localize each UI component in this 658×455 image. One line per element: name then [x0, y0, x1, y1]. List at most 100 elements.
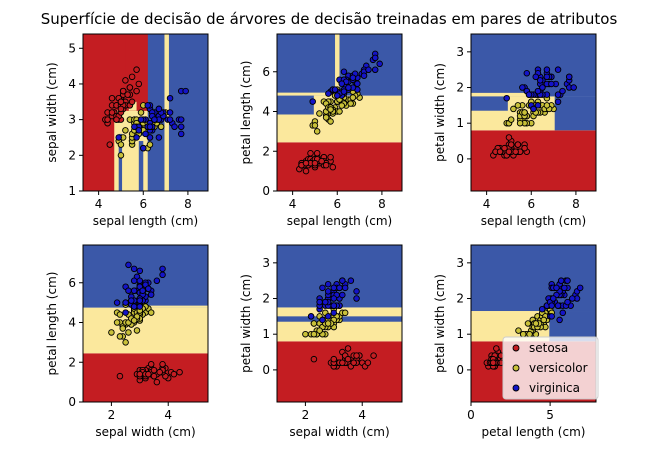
- point-setosa: [364, 359, 372, 367]
- point-versicolor: [146, 141, 154, 148]
- point-setosa: [116, 372, 124, 380]
- point-versicolor: [327, 106, 334, 113]
- x-tick-label: 8: [184, 197, 192, 211]
- point-versicolor: [147, 309, 155, 316]
- y-tick-label: 2: [262, 144, 270, 158]
- legend-box: [502, 336, 599, 400]
- x-tick-label: 4: [289, 197, 297, 211]
- point-virginica: [534, 87, 542, 95]
- point-setosa: [147, 360, 155, 368]
- point-virginica: [177, 130, 185, 138]
- point-virginica: [177, 123, 185, 131]
- figure-title: Superfície de decisão de árvores de deci…: [41, 10, 618, 28]
- point-versicolor: [526, 330, 533, 338]
- point-versicolor: [516, 119, 524, 127]
- point-virginica: [145, 285, 152, 292]
- point-setosa: [311, 159, 319, 167]
- point-versicolor: [324, 320, 332, 327]
- point-versicolor: [510, 105, 517, 113]
- point-setosa: [128, 98, 136, 106]
- point-virginica: [130, 265, 138, 273]
- point-setosa: [350, 359, 357, 367]
- x-tick-label: 2: [108, 408, 116, 422]
- legend-label-versicolor: versicolor: [529, 361, 588, 375]
- point-virginica: [523, 69, 531, 77]
- y-tick-label: 2: [68, 148, 76, 162]
- legend-label-virginica: virginica: [529, 381, 580, 395]
- y-tick-label: 2: [68, 355, 76, 369]
- y-tick-label: 0: [262, 363, 270, 377]
- x-axis-label: sepal length (cm): [481, 214, 586, 228]
- point-virginica: [130, 277, 138, 285]
- point-virginica: [324, 313, 332, 320]
- point-virginica: [147, 291, 155, 298]
- point-setosa: [344, 345, 352, 352]
- point-virginica: [319, 316, 326, 324]
- point-virginica: [130, 287, 138, 294]
- point-virginica: [576, 284, 584, 292]
- point-versicolor: [313, 128, 321, 135]
- point-virginica: [340, 88, 348, 95]
- point-setosa: [117, 98, 125, 106]
- region-virginica: [471, 34, 596, 97]
- point-versicolor: [349, 94, 357, 101]
- point-versicolor: [310, 330, 318, 338]
- point-virginica: [146, 134, 154, 141]
- point-setosa: [514, 141, 522, 148]
- x-axis-label: petal length (cm): [482, 425, 586, 439]
- y-axis-label: petal length (cm): [45, 272, 59, 376]
- region-virginica: [471, 96, 508, 111]
- point-versicolor: [347, 100, 354, 107]
- x-axis-label: sepal width (cm): [289, 425, 389, 439]
- point-virginica: [543, 73, 551, 81]
- point-virginica: [339, 291, 346, 299]
- point-setosa: [512, 148, 519, 155]
- point-virginica: [353, 288, 360, 295]
- point-virginica: [349, 74, 357, 81]
- point-virginica: [525, 91, 533, 98]
- point-virginica: [151, 116, 158, 123]
- point-virginica: [130, 303, 138, 310]
- point-versicolor: [122, 127, 129, 134]
- point-virginica: [128, 297, 135, 304]
- point-virginica: [309, 98, 316, 105]
- x-tick-label: 6: [527, 197, 535, 211]
- panel-2: 4 6 8 0 2 4 6 sepal length (cm) petal length (cm…: [239, 33, 403, 228]
- point-virginica: [565, 73, 573, 81]
- point-virginica: [322, 298, 329, 306]
- point-virginica: [548, 302, 555, 309]
- point-setosa: [153, 378, 161, 386]
- point-versicolor: [311, 122, 319, 129]
- point-virginica: [548, 80, 555, 88]
- point-virginica: [316, 298, 323, 306]
- point-setosa: [159, 360, 166, 368]
- point-setosa: [507, 141, 515, 148]
- x-tick-label: 6: [139, 197, 147, 211]
- point-virginica: [135, 127, 143, 134]
- point-virginica: [137, 116, 145, 123]
- x-tick-label: 2: [302, 408, 310, 422]
- x-tick-label: 8: [572, 197, 580, 211]
- point-virginica: [331, 86, 339, 93]
- region-versicolor: [471, 92, 531, 97]
- point-setosa: [493, 345, 500, 352]
- point-virginica: [548, 313, 555, 320]
- point-versicolor: [119, 325, 127, 332]
- point-virginica: [338, 80, 345, 87]
- region-versicolor: [277, 322, 402, 325]
- x-axis-label: sepal width (cm): [95, 425, 195, 439]
- point-virginica: [155, 134, 163, 141]
- point-setosa: [135, 80, 143, 88]
- y-tick-label: 4: [68, 77, 76, 91]
- point-virginica: [139, 287, 146, 294]
- region-virginica: [118, 133, 123, 191]
- point-versicolor: [302, 330, 309, 338]
- point-setosa: [150, 366, 158, 374]
- point-virginica: [550, 295, 557, 302]
- point-setosa: [104, 116, 111, 123]
- point-virginica: [345, 84, 352, 91]
- point-virginica: [536, 77, 544, 84]
- point-versicolor: [316, 327, 323, 334]
- point-setosa: [501, 144, 508, 152]
